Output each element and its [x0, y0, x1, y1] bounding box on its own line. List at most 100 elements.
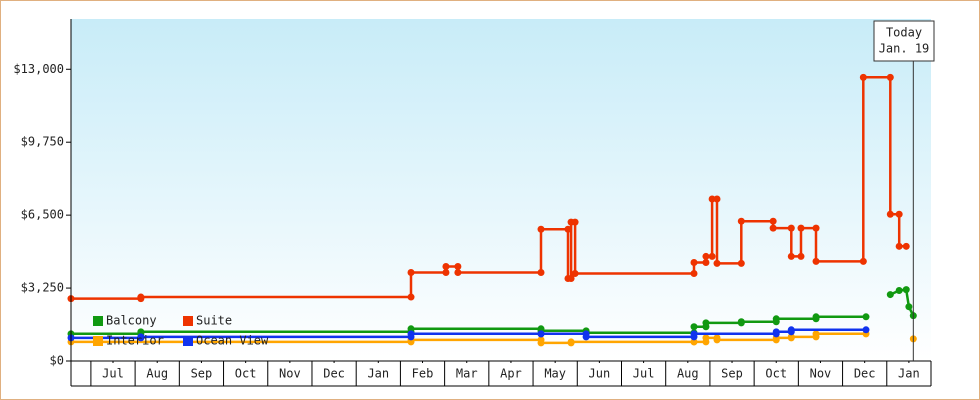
- x-tick-label: Feb: [412, 367, 434, 381]
- data-point: [769, 217, 777, 225]
- data-point: [454, 268, 462, 276]
- data-point: [902, 242, 910, 250]
- x-tick-label: Mar: [456, 367, 478, 381]
- legend-swatch: [183, 316, 193, 326]
- data-point: [407, 325, 415, 333]
- legend-label: Interior: [106, 334, 164, 348]
- legend-label: Ocean View: [196, 334, 269, 348]
- y-tick-label: $13,000: [13, 62, 64, 76]
- data-point: [812, 224, 820, 232]
- x-tick-label: Aug: [146, 367, 168, 381]
- plot-area: [71, 19, 931, 361]
- data-point: [407, 268, 415, 276]
- data-point: [567, 338, 575, 346]
- x-tick-label: Nov: [810, 367, 832, 381]
- data-point: [713, 259, 721, 267]
- data-point: [812, 313, 820, 321]
- data-point: [537, 339, 545, 347]
- data-point: [902, 286, 910, 294]
- data-point: [812, 257, 820, 265]
- data-point: [905, 303, 913, 311]
- data-point: [859, 73, 867, 81]
- legend-label: Balcony: [106, 314, 157, 328]
- x-tick-label: Jul: [633, 367, 655, 381]
- data-point: [137, 328, 145, 336]
- data-point: [886, 291, 894, 299]
- data-point: [772, 315, 780, 323]
- data-point: [702, 258, 710, 266]
- x-tick-label: Apr: [500, 367, 522, 381]
- data-point: [713, 195, 721, 203]
- y-tick-label: $9,750: [21, 135, 64, 149]
- data-point: [137, 333, 145, 341]
- x-tick-label: Sep: [191, 367, 213, 381]
- data-point: [571, 218, 579, 226]
- x-tick-label: May: [544, 367, 566, 381]
- data-point: [812, 330, 820, 338]
- data-point: [690, 269, 698, 277]
- data-point: [797, 252, 805, 260]
- y-tick-label: $6,500: [21, 208, 64, 222]
- data-point: [862, 326, 870, 334]
- data-point: [690, 330, 698, 338]
- data-point: [690, 258, 698, 266]
- data-point: [708, 195, 716, 203]
- data-point: [567, 275, 575, 283]
- data-point: [886, 73, 894, 81]
- x-tick-label: Aug: [677, 367, 699, 381]
- data-point: [564, 225, 572, 233]
- legend-swatch: [93, 316, 103, 326]
- data-point: [537, 330, 545, 338]
- data-point: [702, 319, 710, 327]
- data-point: [737, 318, 745, 326]
- data-point: [772, 328, 780, 336]
- data-point: [787, 252, 795, 260]
- y-tick-label: $3,250: [21, 281, 64, 295]
- x-tick-label: Oct: [235, 367, 257, 381]
- data-point: [895, 242, 903, 250]
- x-tick-label: Sep: [721, 367, 743, 381]
- data-point: [797, 224, 805, 232]
- today-label: Today: [886, 26, 922, 40]
- y-tick-label: $0: [50, 354, 64, 368]
- data-point: [407, 293, 415, 301]
- x-tick-label: Nov: [279, 367, 301, 381]
- data-point: [537, 225, 545, 233]
- data-point: [787, 326, 795, 334]
- data-point: [690, 323, 698, 331]
- data-point: [862, 313, 870, 321]
- data-point: [787, 333, 795, 341]
- data-point: [708, 252, 716, 260]
- data-point: [737, 259, 745, 267]
- data-point: [454, 263, 462, 271]
- x-tick-label: Oct: [765, 367, 787, 381]
- data-point: [702, 252, 710, 260]
- x-tick-label: Jan: [898, 367, 920, 381]
- data-point: [702, 334, 710, 342]
- x-tick-label: Jul: [102, 367, 124, 381]
- data-point: [895, 287, 903, 295]
- data-point: [442, 268, 450, 276]
- legend-swatch: [183, 336, 193, 346]
- data-point: [137, 293, 145, 301]
- data-point: [582, 333, 590, 341]
- data-point: [895, 210, 903, 218]
- data-point: [769, 224, 777, 232]
- data-point: [407, 330, 415, 338]
- data-point: [442, 263, 450, 271]
- legend-label: Suite: [196, 314, 232, 328]
- data-point: [690, 338, 698, 346]
- x-tick-label: Dec: [323, 367, 345, 381]
- data-point: [859, 257, 867, 265]
- today-box: [873, 20, 935, 62]
- data-point: [737, 217, 745, 225]
- x-tick-label: Jun: [589, 367, 611, 381]
- data-point: [571, 269, 579, 277]
- data-point: [787, 224, 795, 232]
- data-point: [713, 336, 721, 344]
- x-tick-label: Jan: [367, 367, 389, 381]
- data-point: [886, 210, 894, 218]
- data-point: [537, 268, 545, 276]
